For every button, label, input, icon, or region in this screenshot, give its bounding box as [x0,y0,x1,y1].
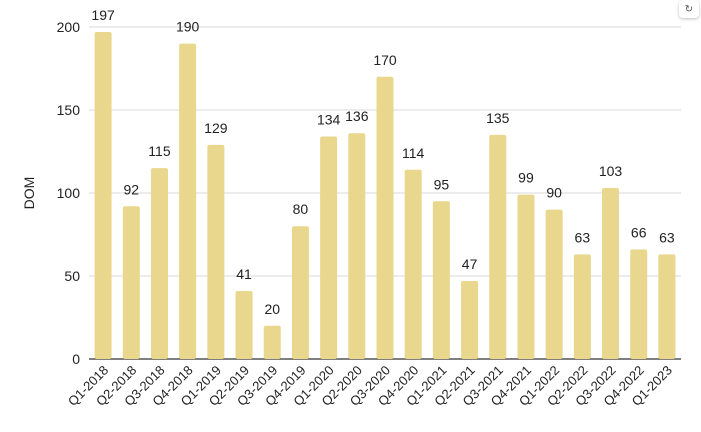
data-label: 114 [402,145,425,161]
data-label: 135 [486,110,510,126]
bar[interactable] [348,133,366,359]
data-label: 80 [293,201,309,217]
bar[interactable] [517,194,535,359]
data-label: 41 [236,266,252,282]
bar[interactable] [461,280,479,359]
data-label: 92 [123,181,139,197]
bar[interactable] [235,290,253,359]
bar[interactable] [658,254,676,359]
bar[interactable] [320,136,338,359]
bar[interactable] [376,76,394,360]
data-label: 170 [373,52,397,68]
bar[interactable] [573,254,591,359]
data-label: 63 [659,229,675,245]
bar[interactable] [179,43,197,359]
bar[interactable] [150,168,168,359]
y-tick-label: 200 [57,19,81,35]
data-label: 136 [345,108,369,124]
bar[interactable] [404,169,422,359]
y-axis-label: DOM [21,177,37,210]
y-tick-label: 0 [72,351,80,367]
data-label: 190 [176,19,200,35]
data-label: 129 [204,120,228,136]
data-label: 90 [546,185,562,201]
data-label: 20 [264,301,280,317]
refresh-button[interactable]: ↻ [679,0,699,18]
data-label: 47 [462,256,478,272]
bar[interactable] [545,209,563,359]
bar[interactable] [263,325,281,359]
data-label: 95 [434,176,450,192]
data-label: 197 [91,7,115,23]
y-tick-label: 50 [64,268,80,284]
bar[interactable] [291,226,309,359]
bar[interactable] [432,201,450,359]
data-label: 66 [631,224,647,240]
data-label: 103 [599,163,623,179]
data-label: 134 [317,112,341,128]
bar[interactable] [630,249,648,359]
bar[interactable] [489,134,507,359]
y-tick-label: 150 [57,102,81,118]
refresh-icon: ↻ [684,3,694,15]
data-label: 63 [575,229,591,245]
bar[interactable] [122,206,140,359]
bar[interactable] [94,31,112,359]
bar[interactable] [207,144,225,359]
data-label: 115 [148,143,171,159]
data-label: 99 [518,170,534,186]
y-tick-label: 100 [57,185,81,201]
bar[interactable] [602,188,620,359]
